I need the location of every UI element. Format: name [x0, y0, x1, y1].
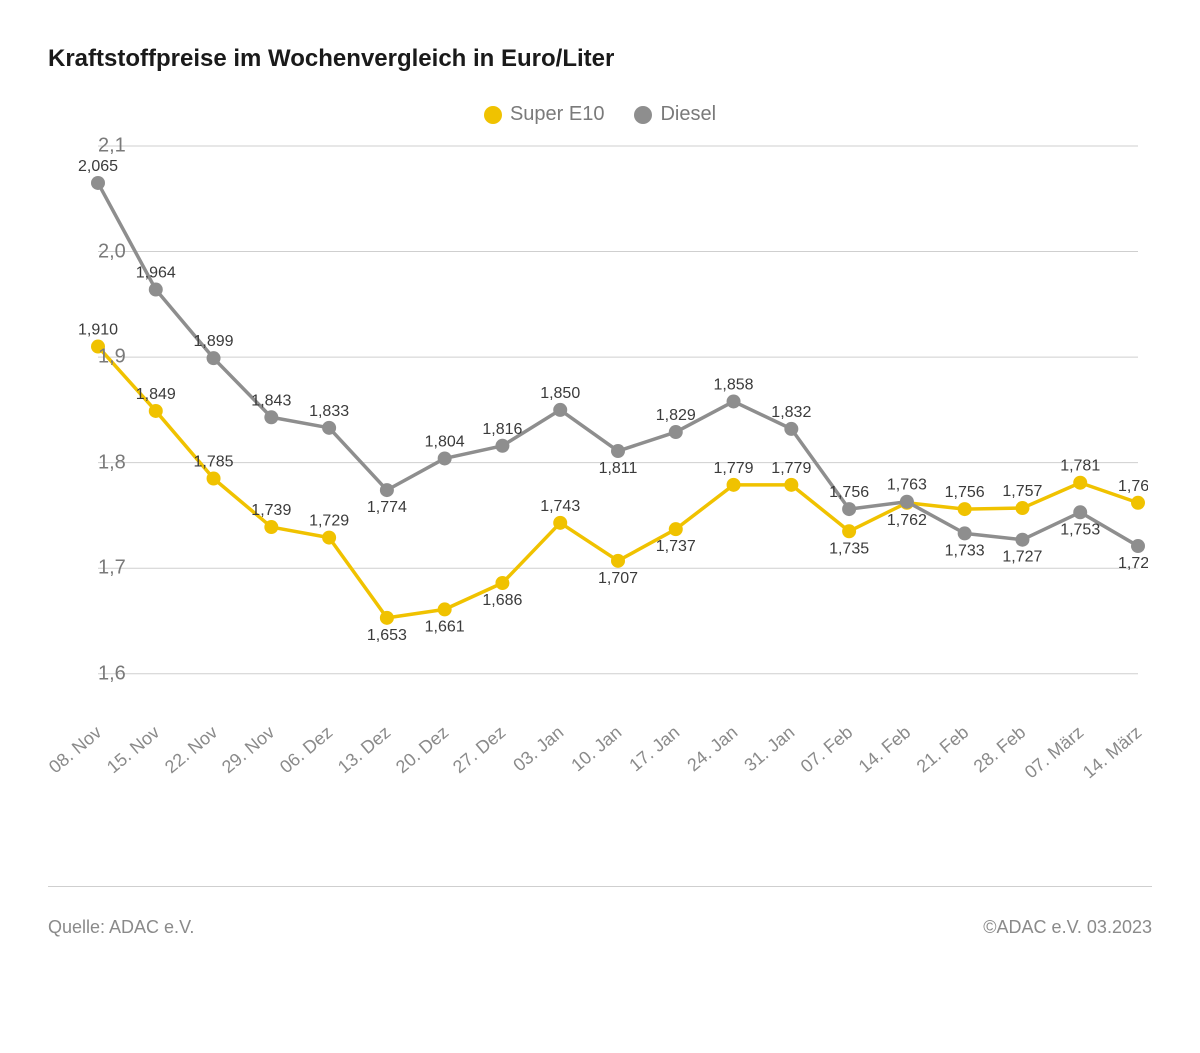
- svg-text:1,756: 1,756: [829, 484, 869, 501]
- chart-area: 1,910 1,849 1,785 1,739 1,729 1,653 1,661 1,686…: [48, 136, 1148, 756]
- svg-text:1,910: 1,910: [78, 322, 118, 339]
- legend: Super E10 Diesel: [48, 103, 1152, 126]
- y-axis-tick-label: 1,8: [98, 451, 104, 474]
- svg-text:1,756: 1,756: [945, 484, 985, 501]
- svg-text:1,811: 1,811: [599, 460, 638, 477]
- svg-text:1,774: 1,774: [367, 499, 407, 516]
- svg-text:1,964: 1,964: [136, 265, 176, 282]
- svg-text:1,781: 1,781: [1060, 458, 1100, 475]
- svg-text:1,739: 1,739: [251, 502, 291, 519]
- svg-text:1,753: 1,753: [1060, 521, 1100, 538]
- line-chart-svg: 1,910 1,849 1,785 1,739 1,729 1,653 1,661 1,686…: [48, 136, 1148, 756]
- legend-label-diesel: Diesel: [660, 103, 716, 126]
- svg-text:1,735: 1,735: [829, 540, 869, 557]
- svg-text:1,816: 1,816: [482, 421, 522, 438]
- y-axis-tick-label: 1,9: [98, 346, 104, 369]
- svg-text:1,762: 1,762: [887, 512, 927, 529]
- svg-text:1,849: 1,849: [136, 386, 176, 403]
- svg-text:1,779: 1,779: [714, 460, 754, 477]
- svg-text:1,707: 1,707: [598, 570, 638, 587]
- legend-item-super-e10: Super E10: [484, 103, 605, 126]
- svg-text:1,763: 1,763: [887, 477, 927, 494]
- svg-text:1,733: 1,733: [945, 542, 985, 559]
- copyright-label: ©ADAC e.V. 03.2023: [983, 917, 1152, 938]
- y-axis-tick-label: 1,6: [98, 662, 104, 685]
- svg-text:1,721: 1,721: [1118, 555, 1148, 572]
- svg-text:1,804: 1,804: [425, 433, 465, 450]
- source-label: Quelle: ADAC e.V.: [48, 917, 194, 938]
- page: Kraftstoffpreise im Wochenvergleich in E…: [0, 0, 1200, 1053]
- svg-text:1,779: 1,779: [771, 460, 811, 477]
- svg-text:1,899: 1,899: [194, 333, 234, 350]
- svg-text:1,661: 1,661: [425, 618, 465, 635]
- svg-text:1,737: 1,737: [656, 538, 696, 555]
- legend-item-diesel: Diesel: [634, 103, 716, 126]
- svg-text:1,843: 1,843: [251, 392, 291, 409]
- svg-text:1,832: 1,832: [771, 404, 811, 421]
- legend-dot-icon: [484, 106, 502, 124]
- footer: Quelle: ADAC e.V. ©ADAC e.V. 03.2023: [48, 887, 1152, 938]
- svg-text:1,829: 1,829: [656, 407, 696, 424]
- svg-text:1,727: 1,727: [1002, 549, 1042, 566]
- svg-text:1,686: 1,686: [482, 592, 522, 609]
- svg-text:1,757: 1,757: [1002, 483, 1042, 500]
- svg-text:1,850: 1,850: [540, 385, 580, 402]
- legend-label-super-e10: Super E10: [510, 103, 605, 126]
- svg-text:1,729: 1,729: [309, 513, 349, 530]
- svg-text:2,065: 2,065: [78, 158, 118, 175]
- y-axis-tick-label: 1,7: [98, 557, 104, 580]
- svg-text:1,785: 1,785: [194, 454, 234, 471]
- svg-text:1,762: 1,762: [1118, 478, 1148, 495]
- chart-title: Kraftstoffpreise im Wochenvergleich in E…: [48, 45, 1152, 73]
- svg-text:1,653: 1,653: [367, 627, 407, 644]
- legend-dot-icon: [634, 106, 652, 124]
- svg-text:1,833: 1,833: [309, 403, 349, 420]
- y-axis-tick-label: 2,1: [98, 135, 104, 158]
- svg-text:1,858: 1,858: [714, 376, 754, 393]
- y-axis-tick-label: 2,0: [98, 240, 104, 263]
- svg-text:1,743: 1,743: [540, 498, 580, 515]
